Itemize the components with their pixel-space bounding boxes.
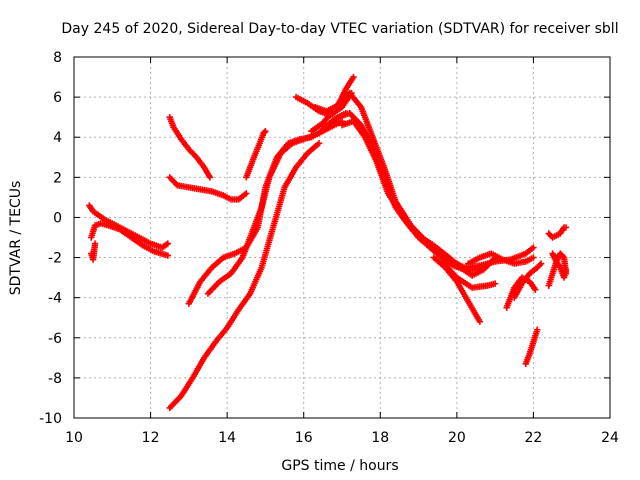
data-point-marker <box>164 252 171 259</box>
x-tick-label: 20 <box>448 430 466 446</box>
y-tick-label: 0 <box>53 210 62 226</box>
data-point-marker <box>261 129 268 136</box>
data-point-marker <box>206 174 214 181</box>
x-tick-label: 10 <box>65 430 83 446</box>
data-segment <box>549 250 570 281</box>
data-point-marker <box>476 318 484 325</box>
data-segment <box>243 128 269 181</box>
y-tick-label: 2 <box>53 170 62 186</box>
y-tick-label: -10 <box>39 411 62 427</box>
data-segment <box>465 250 537 267</box>
x-tick-label: 24 <box>601 430 619 446</box>
data-segment <box>319 109 487 273</box>
data-segment <box>338 117 499 279</box>
data-point-marker <box>530 244 537 251</box>
x-tick-label: 12 <box>142 430 160 446</box>
data-point-marker <box>315 140 323 147</box>
data-markers <box>86 73 570 412</box>
data-segment <box>166 113 214 181</box>
data-point-marker <box>243 190 250 197</box>
data-point-marker <box>91 240 99 247</box>
data-point-marker <box>562 224 570 231</box>
data-point-marker <box>491 280 499 287</box>
y-tick-label: -2 <box>48 251 62 267</box>
chart-title: Day 245 of 2020, Sidereal Day-to-day VTE… <box>61 21 618 37</box>
plot-frame <box>73 56 611 419</box>
data-segment <box>88 240 99 263</box>
x-tick-label: 18 <box>371 430 389 446</box>
data-point-marker <box>350 73 357 81</box>
data-segment <box>522 326 541 368</box>
y-tick-label: -4 <box>48 291 62 307</box>
data-point-marker <box>530 254 537 261</box>
data-point-marker <box>164 240 171 247</box>
data-point-marker <box>537 260 545 267</box>
data-segment <box>545 224 570 241</box>
data-segment <box>166 174 250 203</box>
x-axis-label: GPS time / hours <box>281 458 398 474</box>
data-segment <box>503 274 539 311</box>
y-axis-label: SDTVAR / TECUs <box>8 181 24 296</box>
y-tick-label: 6 <box>53 90 62 106</box>
data-segment <box>438 258 499 291</box>
y-tick-label: 4 <box>53 130 62 146</box>
data-point-marker <box>262 128 269 135</box>
data-point-marker <box>532 286 539 293</box>
y-tick-label: -6 <box>48 331 62 347</box>
data-segment <box>185 117 346 307</box>
x-tick-label: 16 <box>295 430 313 446</box>
y-tick-label: 8 <box>53 50 62 66</box>
data-segment <box>166 140 323 412</box>
x-tick-label: 14 <box>218 430 236 446</box>
x-tick-label: 22 <box>525 430 543 446</box>
data-segment <box>204 109 350 297</box>
data-segment <box>88 220 171 259</box>
data-point-marker <box>534 326 541 333</box>
y-tick-label: -8 <box>48 371 62 387</box>
data-point-marker <box>562 266 570 273</box>
grid <box>74 57 610 418</box>
